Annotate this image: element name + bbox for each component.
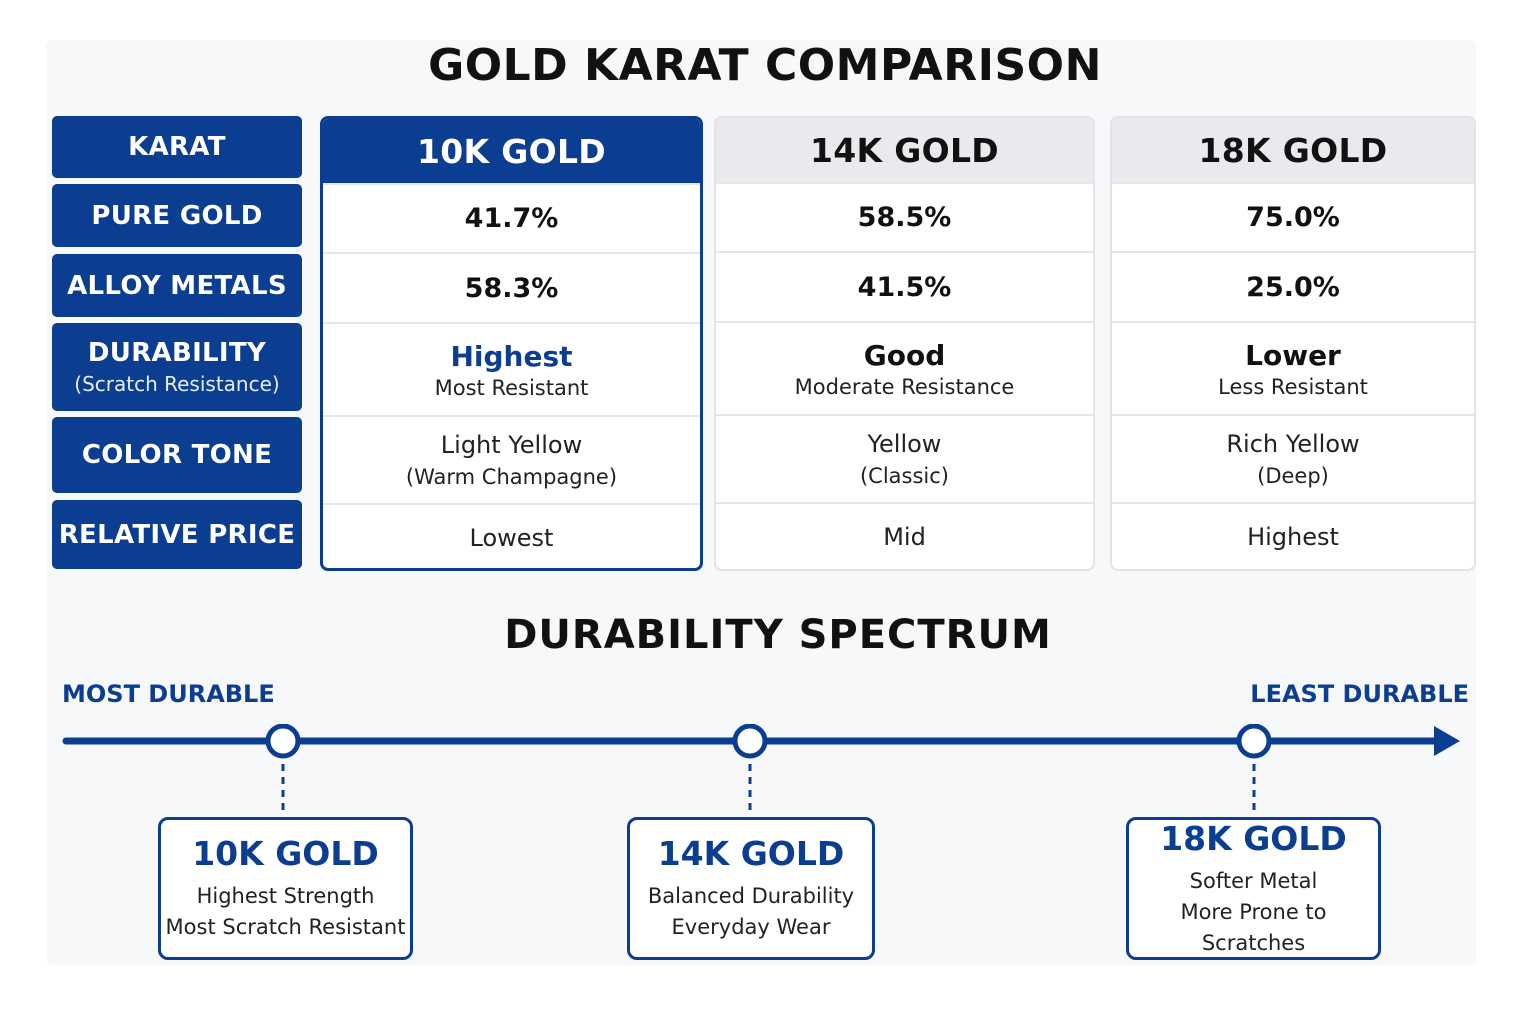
cell-value: 58.5%: [857, 202, 952, 233]
spectrum-card-10k: 10K GOLD Highest Strength Most Scratch R…: [158, 817, 413, 960]
spectrum-card-14k: 14K GOLD Balanced Durability Everyday We…: [627, 817, 875, 960]
cell-value: Lower: [1245, 338, 1341, 372]
cell-value: Highest: [1247, 523, 1339, 551]
page-title: GOLD KARAT COMPARISON: [428, 40, 1102, 91]
row-label-text: ALLOY METALS: [67, 270, 287, 301]
cell-relative-price: Lowest: [323, 503, 700, 568]
column-10k: 10K GOLD 41.7% 58.3% Highest Most Resist…: [320, 116, 703, 571]
cell-durability: Good Moderate Resistance: [716, 321, 1093, 414]
cell-note: (Classic): [859, 464, 949, 488]
card-title: 10K GOLD: [192, 834, 379, 873]
cell-durability: Lower Less Resistant: [1112, 321, 1474, 414]
cell-pure-gold: 75.0%: [1112, 182, 1474, 251]
column-14k: 14K GOLD 58.5% 41.5% Good Moderate Resis…: [714, 116, 1095, 571]
cell-value: Highest: [450, 339, 573, 373]
cell-value: 41.5%: [857, 271, 952, 303]
cell-value: Mid: [883, 523, 926, 551]
row-label-text: COLOR TONE: [81, 440, 273, 470]
cell-value: 25.0%: [1246, 271, 1340, 303]
card-title: 18K GOLD: [1160, 818, 1347, 858]
spectrum-card-18k: 18K GOLD Softer Metal More Prone to Scra…: [1126, 817, 1381, 960]
card-line: Highest Strength: [196, 884, 375, 908]
row-label-text: PURE GOLD: [91, 200, 263, 231]
cell-value: 58.3%: [464, 272, 559, 304]
marker-14k: [732, 724, 768, 759]
card-line: Everyday Wear: [671, 915, 831, 939]
cell-value: Rich Yellow: [1226, 430, 1360, 458]
cell-color-tone: Light Yellow (Warm Champagne): [323, 415, 700, 503]
spectrum-title: DURABILITY SPECTRUM: [504, 612, 1052, 658]
row-label-subtext: (Scratch Resistance): [74, 372, 280, 396]
card-line: Most Scratch Resistant: [165, 915, 406, 939]
row-label-text: DURABILITY: [87, 338, 267, 368]
marker-18k: [1236, 724, 1272, 759]
card-line: Softer Metal: [1189, 868, 1318, 893]
column-header: 18K GOLD: [1112, 118, 1474, 182]
arrow-head-icon: [1434, 726, 1460, 756]
cell-value: Good: [863, 338, 946, 372]
durability-axis: [62, 724, 1460, 759]
column-18k: 18K GOLD 75.0% 25.0% Lower Less Resistan…: [1110, 116, 1476, 571]
cell-pure-gold: 41.7%: [323, 183, 700, 252]
least-durable-label: LEAST DURABLE: [1250, 680, 1469, 708]
row-label-text: RELATIVE PRICE: [58, 519, 296, 550]
row-label-relative-price: RELATIVE PRICE: [52, 500, 302, 569]
cell-value: 41.7%: [464, 203, 559, 234]
cell-relative-price: Highest: [1112, 502, 1474, 569]
cell-note: (Warm Champagne): [405, 465, 618, 489]
row-label-pure-gold: PURE GOLD: [52, 184, 302, 247]
column-header: 14K GOLD: [716, 118, 1093, 182]
cell-note: Less Resistant: [1218, 374, 1368, 399]
cell-value: Lowest: [469, 524, 554, 552]
cell-durability: Highest Most Resistant: [323, 322, 700, 415]
cell-color-tone: Rich Yellow (Deep): [1112, 414, 1474, 502]
cell-note: (Deep): [1257, 464, 1329, 488]
cell-alloy-metals: 25.0%: [1112, 251, 1474, 321]
row-label-color-tone: COLOR TONE: [52, 417, 302, 493]
card-title: 14K GOLD: [657, 834, 845, 873]
cell-color-tone: Yellow (Classic): [716, 414, 1093, 502]
cell-note: Moderate Resistance: [794, 374, 1015, 399]
row-label-karat: KARAT: [52, 116, 302, 178]
cell-alloy-metals: 41.5%: [716, 251, 1093, 321]
row-label-durability: DURABILITY (Scratch Resistance): [52, 323, 302, 411]
marker-10k: [265, 724, 301, 759]
cell-alloy-metals: 58.3%: [323, 252, 700, 322]
row-label-text: KARAT: [128, 132, 226, 162]
marker-connectors: [281, 764, 1256, 812]
cell-value: Light Yellow: [440, 431, 583, 459]
cell-value: Yellow: [867, 430, 942, 458]
column-header: 10K GOLD: [323, 119, 700, 183]
row-label-alloy-metals: ALLOY METALS: [52, 254, 302, 317]
card-line: Balanced Durability: [647, 884, 855, 908]
cell-note: Most Resistant: [434, 375, 589, 400]
card-line: More Prone to Scratches: [1180, 899, 1327, 955]
most-durable-label: MOST DURABLE: [62, 680, 275, 708]
cell-value: 75.0%: [1246, 202, 1340, 233]
cell-relative-price: Mid: [716, 502, 1093, 569]
cell-pure-gold: 58.5%: [716, 182, 1093, 251]
